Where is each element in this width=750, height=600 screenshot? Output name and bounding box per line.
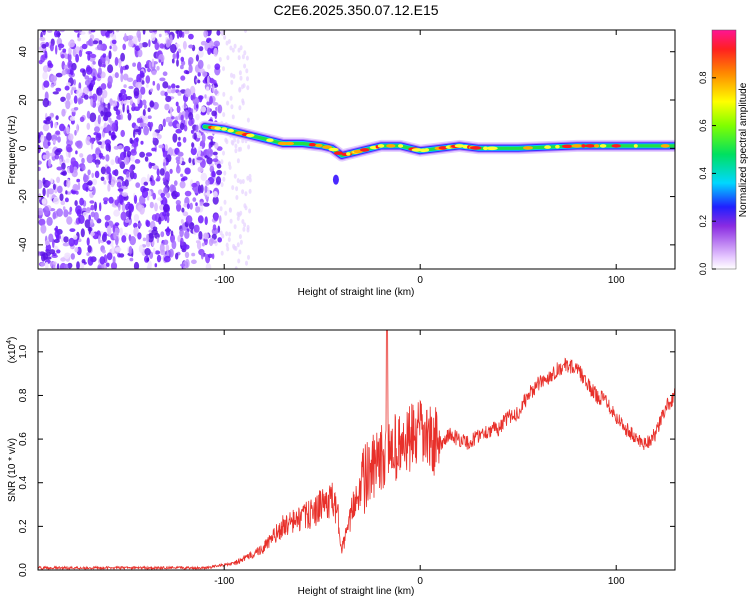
- snr-scale-base: (x10: [7, 343, 18, 363]
- snr-x-axis: -100 0 100: [214, 330, 625, 587]
- colorbar-tick-label: 0.6: [698, 119, 708, 132]
- snr-scale-exponent: 4: [6, 340, 13, 344]
- snr-y-tick-label: 0.4: [18, 475, 29, 489]
- spectrogram-y-tick-label: 40: [18, 46, 29, 58]
- spectrogram-noise-region: [38, 30, 252, 269]
- spectrogram-x-tick-label: -100: [214, 275, 234, 286]
- colorbar-tick-label: 0.4: [698, 167, 708, 180]
- snr-y-tick-label: 1.0: [18, 344, 29, 358]
- snr-series-line: [38, 330, 675, 570]
- spectrogram-x-tick-label: 100: [608, 275, 625, 286]
- snr-x-tick-label: 0: [417, 576, 423, 587]
- snr-x-tick-label: -100: [214, 576, 234, 587]
- spectrogram-y-tick-label: 0: [18, 145, 29, 151]
- colorbar-tick-label: 0.0: [698, 263, 708, 276]
- spectrogram-y-tick-label: -40: [18, 237, 29, 252]
- snr-scale-factor: (x104): [6, 337, 18, 364]
- snr-scale-close: ): [7, 337, 18, 340]
- snr-y-tick-label: 0.0: [18, 563, 29, 577]
- spectrogram-x-tick-label: 0: [417, 275, 423, 286]
- snr-x-axis-label: Height of straight line (km): [298, 586, 415, 597]
- colorbar-label: Normalized spectral amplitude: [738, 82, 749, 217]
- colorbar-gradient: [711, 29, 737, 270]
- snr-plot-area: [38, 330, 675, 570]
- colorbar-tick-label: 0.8: [698, 72, 708, 85]
- snr-y-tick-label: 0.2: [18, 519, 29, 533]
- snr-y-axis-label: SNR (10 * v/v): [7, 438, 18, 502]
- spectrogram-signal-track: [198, 120, 675, 185]
- spectrogram-frame: [37, 29, 676, 270]
- snr-y-axis: 0.0 0.2 0.4 0.6 0.8 1.0: [18, 344, 675, 577]
- svg-text:(x104): (x104): [6, 337, 18, 364]
- spectrogram-y-axis-label: Frequency (Hz): [7, 116, 18, 185]
- chart-title: C2E6.2025.350.07.12.E15: [273, 2, 439, 18]
- colorbar-ticks: 0.0 0.2 0.4 0.6 0.8: [698, 72, 716, 276]
- spectrogram-x-axis: -100 0 100: [214, 30, 625, 286]
- spectrogram-panel: -100 0 100 -40 -20 0 20 40 Height of straight …: [7, 29, 676, 298]
- snr-y-tick-label: 0.6: [18, 432, 29, 446]
- spectrogram-x-axis-label: Height of straight line (km): [298, 287, 415, 298]
- snr-x-tick-label: 100: [608, 576, 625, 587]
- colorbar-tick-label: 0.2: [698, 215, 708, 228]
- snr-frame: [37, 329, 676, 571]
- spectrogram-y-tick-label: 20: [18, 94, 29, 106]
- snr-panel: -100 0 100 0.0 0.2 0.4 0.6 0.8 1.0 Height of st…: [6, 329, 676, 597]
- spectrogram-y-axis: -40 -20 0 20 40: [18, 46, 675, 252]
- spectrogram-y-tick-label: -20: [18, 189, 29, 204]
- colorbar: 0.0 0.2 0.4 0.6 0.8 Normalized spectral ampl…: [698, 29, 749, 276]
- snr-y-tick-label: 0.8: [18, 388, 29, 402]
